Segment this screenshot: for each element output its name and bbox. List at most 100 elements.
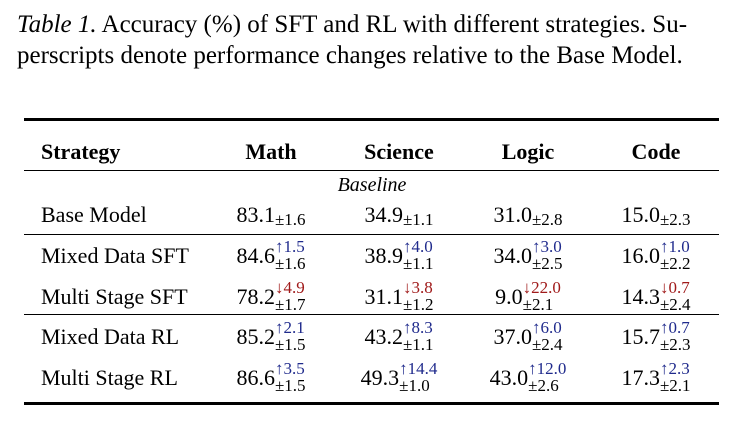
cell-std: ±1.2 (402, 295, 434, 314)
caption-text-line1: Accuracy (%) of SFT and RL with differen… (96, 11, 688, 38)
cell-value: 17.3 (621, 365, 660, 390)
cell-scripts: ↓4.9 ±1.7 (274, 279, 306, 314)
table-cell: 49.3 ↑14.4 ±1.0 (360, 360, 438, 395)
cell-value: 43.0 (489, 365, 529, 390)
cell-delta: ↑0.7 (659, 318, 690, 337)
cell-scripts: ±2.3 (660, 204, 691, 228)
cell-scripts: ±1.6 (275, 204, 306, 228)
cell-scripts: ↓22.0 ±2.1 (522, 279, 561, 314)
cell-std: ±2.6 (528, 376, 559, 395)
cell-value: 16.0 (621, 243, 660, 268)
cell-std: ±1.1 (402, 335, 434, 354)
cell-std: ±1.0 (399, 376, 430, 395)
header-math: Math (245, 139, 297, 164)
cell-std: ±2.3 (659, 210, 691, 229)
row-strategy-label: Multi Stage RL (41, 365, 178, 390)
table-cell: 14.3 ↓0.7 ±2.4 (621, 279, 691, 313)
top-rule (24, 118, 719, 121)
table-cell: 86.6 ↑3.5 ±1.5 (236, 360, 306, 395)
row-strategy-label: Mixed Data SFT (41, 243, 189, 268)
table-cell: 78.2 ↓4.9 ±1.7 (236, 279, 306, 314)
cell-value: 49.3 (360, 365, 400, 390)
cell-value: 31.0 (493, 202, 532, 227)
cell-std: ±2.3 (659, 335, 691, 354)
cell-delta: ↑6.0 (531, 318, 562, 337)
cell-std: ±2.4 (531, 335, 563, 354)
cell-value: 86.6 (236, 365, 275, 390)
cell-scripts: ↓0.7 ±2.4 (660, 279, 691, 313)
table-cell: 15.0 ±2.3 (621, 204, 690, 230)
cell-scripts: ↑12.0 ±2.6 (528, 360, 566, 395)
cell-std: ±1.1 (402, 210, 434, 229)
cell-delta: ↑1.5 (274, 237, 305, 256)
table-cell: 37.0 ↑6.0 ±2.4 (493, 319, 563, 354)
table-cell: 9.0 ↓22.0 ±2.1 (495, 279, 561, 314)
cell-scripts: ↑0.7 ±2.3 (659, 319, 691, 354)
cell-scripts: ↑14.4 ±1.0 (399, 360, 437, 395)
cell-value: 85.2 (236, 324, 275, 349)
cell-scripts: ↑2.1 ±1.5 (274, 319, 306, 354)
table-cell: 34.0 ↑3.0 ±2.5 (493, 238, 562, 272)
cell-std: ±1.6 (274, 210, 306, 229)
cell-std: ±1.7 (274, 295, 306, 314)
cell-value: 84.6 (236, 243, 275, 268)
cell-value: 43.2 (364, 324, 403, 349)
cell-scripts: ↓3.8 ±1.2 (402, 279, 434, 314)
cell-value: 15.0 (621, 202, 660, 227)
cell-delta: ↑2.1 (274, 318, 305, 337)
header-code: Code (631, 139, 681, 164)
cell-scripts: ↑6.0 ±2.4 (531, 319, 563, 354)
cell-delta: ↓0.7 (659, 278, 690, 297)
cell-value: 14.3 (621, 284, 660, 309)
cell-std: ±2.8 (531, 210, 563, 229)
cell-value: 38.9 (364, 243, 403, 268)
row-strategy-label: Multi Stage SFT (41, 284, 188, 309)
mid-rule-2 (24, 314, 719, 315)
section-label-baseline: Baseline (337, 174, 407, 196)
table-cell: 43.2 ↑8.3 ±1.1 (364, 319, 434, 354)
cell-value: 37.0 (493, 324, 532, 349)
cell-value: 34.9 (364, 202, 403, 227)
mid-rule-1 (24, 234, 719, 235)
cell-value: 34.0 (493, 243, 532, 268)
cell-delta: ↑3.0 (531, 237, 562, 256)
cell-delta: ↓22.0 (522, 278, 561, 297)
cell-delta: ↑1.0 (659, 237, 690, 256)
cell-delta: ↑8.3 (402, 318, 433, 337)
header-strategy: Strategy (41, 139, 121, 164)
cell-std: ±1.5 (274, 335, 306, 354)
cell-std: ±2.1 (522, 295, 554, 314)
cell-scripts: ↑8.3 ±1.1 (402, 319, 434, 354)
row-strategy-label: Mixed Data RL (41, 324, 180, 349)
cell-value: 15.7 (621, 324, 660, 349)
cell-value: 83.1 (236, 202, 275, 227)
cell-delta: ↑3.5 (274, 359, 305, 378)
cell-std: ±2.1 (659, 376, 691, 395)
cell-delta: ↑2.3 (659, 359, 690, 378)
row-strategy-label: Base Model (41, 202, 147, 227)
header-logic: Logic (501, 139, 555, 164)
cell-value: 31.1 (364, 284, 403, 309)
table-cell: 16.0 ↑1.0 ±2.2 (621, 238, 691, 273)
cell-std: ±1.6 (274, 254, 306, 273)
table-caption: Table 1. Accuracy (%) of SFT and RL with… (17, 9, 723, 71)
header-rule (24, 170, 719, 171)
cell-delta: ↓3.8 (402, 278, 433, 297)
cell-scripts: ↑1.5 ±1.6 (274, 238, 306, 273)
table-cell: 43.0 ↑12.0 ±2.6 (489, 360, 567, 395)
table-cell: 83.1 ±1.6 (236, 204, 305, 230)
cell-scripts: ±2.8 (532, 204, 563, 228)
cell-scripts: ↑1.0 ±2.2 (659, 238, 691, 273)
cell-std: ±2.2 (659, 254, 691, 273)
cell-delta: ↑12.0 (528, 359, 567, 378)
cell-std: ±1.5 (274, 376, 306, 395)
bottom-rule (24, 402, 719, 405)
cell-delta: ↓4.9 (274, 278, 305, 297)
cell-scripts: ↑4.0 ±1.1 (403, 238, 434, 272)
table-cell: 17.3 ↑2.3 ±2.1 (621, 360, 691, 395)
cell-scripts: ↑2.3 ±2.1 (659, 360, 691, 395)
cell-delta: ↑4.0 (402, 237, 433, 256)
table-cell: 84.6 ↑1.5 ±1.6 (236, 238, 306, 273)
header-science: Science (364, 139, 434, 164)
table-cell: 31.1 ↓3.8 ±1.2 (364, 279, 434, 314)
